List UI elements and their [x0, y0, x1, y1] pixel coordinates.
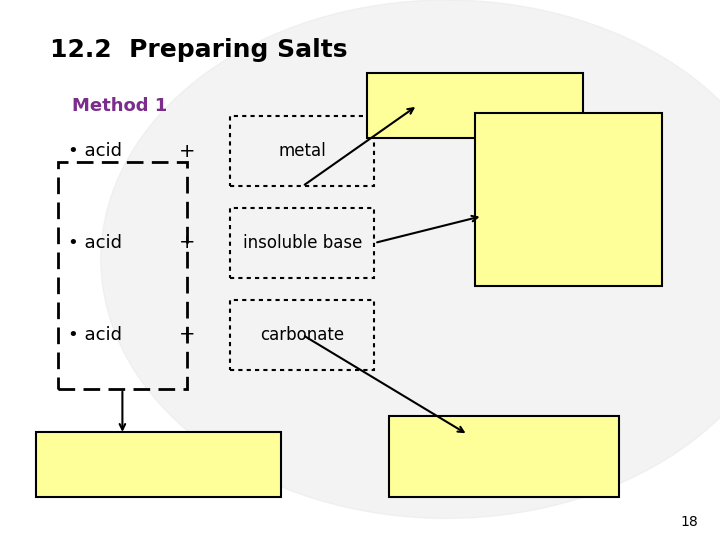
Text: E.g. MgCO₃, ZnCO₃,
CuCO₃: E.g. MgCO₃, ZnCO₃, CuCO₃: [430, 440, 578, 472]
FancyBboxPatch shape: [367, 73, 583, 138]
Text: 18: 18: [680, 515, 698, 529]
Text: • acid: • acid: [68, 142, 122, 160]
Text: 12.2  Preparing Salts: 12.2 Preparing Salts: [50, 38, 348, 62]
Text: • acid: • acid: [68, 326, 122, 344]
FancyBboxPatch shape: [36, 432, 281, 497]
Text: +: +: [179, 325, 195, 345]
Text: E.g. HCl, HNO₃, H₂SO₄: E.g. HCl, HNO₃, H₂SO₄: [76, 457, 241, 472]
Text: +: +: [179, 233, 195, 253]
Text: E.g. Mg, Al, Zn, Fe: E.g. Mg, Al, Zn, Fe: [406, 98, 544, 113]
Text: carbonate: carbonate: [261, 326, 344, 344]
FancyBboxPatch shape: [475, 113, 662, 286]
Text: E.g. MgO,
ZnO, CuO,
Fe(OH)₃,
Cu(OH)₂: E.g. MgO, ZnO, CuO, Fe(OH)₃, Cu(OH)₂: [529, 166, 608, 233]
Text: +: +: [179, 141, 195, 161]
FancyBboxPatch shape: [389, 416, 619, 497]
Circle shape: [101, 0, 720, 518]
Text: metal: metal: [279, 142, 326, 160]
Text: • acid: • acid: [68, 234, 122, 252]
Text: Method 1: Method 1: [72, 97, 167, 115]
Text: insoluble base: insoluble base: [243, 234, 362, 252]
